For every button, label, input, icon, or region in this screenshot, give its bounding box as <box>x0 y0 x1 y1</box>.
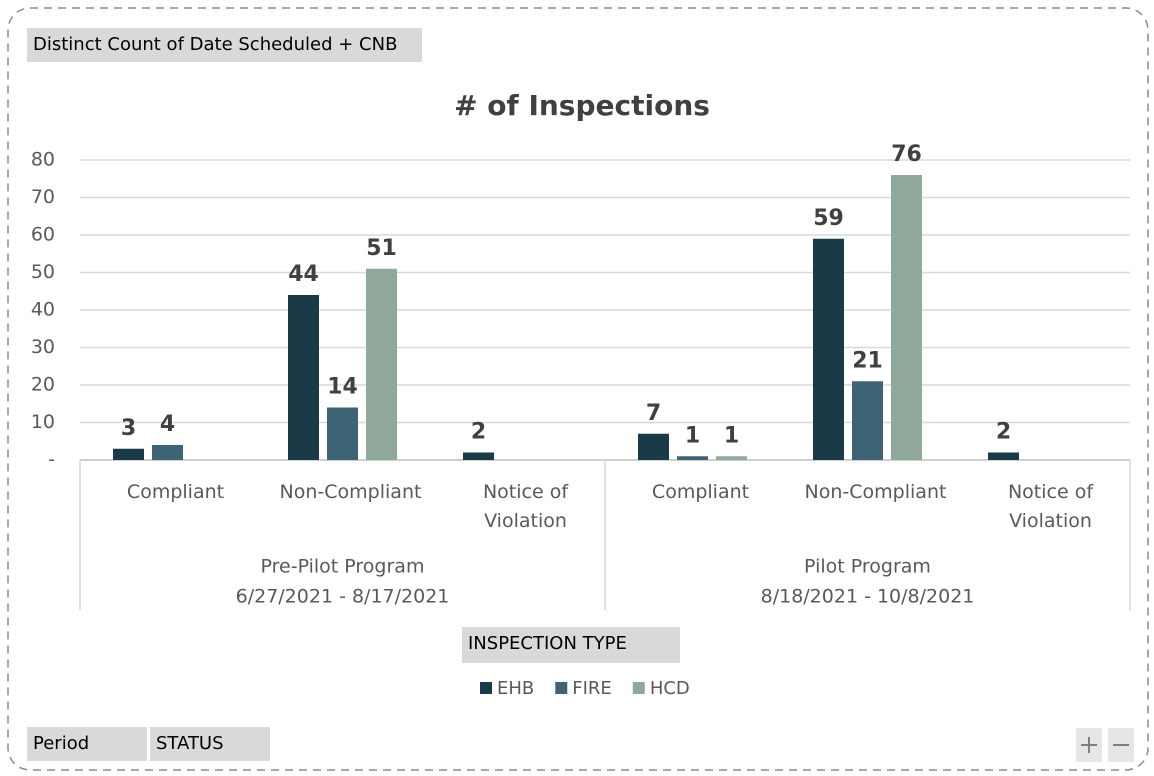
y-tick-label: 80 <box>31 149 55 171</box>
data-label: 51 <box>366 236 397 261</box>
bar <box>638 433 669 460</box>
y-tick-label: 50 <box>31 261 55 283</box>
y-tick-label: 30 <box>31 336 55 358</box>
bar <box>463 452 494 460</box>
bar <box>988 452 1019 460</box>
data-label: 59 <box>813 206 844 231</box>
bar <box>366 268 397 460</box>
axis-field-button[interactable]: STATUS <box>150 727 270 761</box>
group-range: 8/18/2021 - 10/8/2021 <box>761 586 975 608</box>
data-label: 7 <box>646 401 661 426</box>
data-label: 3 <box>121 416 136 441</box>
group-label: Pilot Program <box>804 556 931 578</box>
legend-label: FIRE <box>572 678 612 699</box>
x-tick-label: Non-Compliant <box>279 481 422 503</box>
data-label: 1 <box>724 423 739 448</box>
data-label: 2 <box>996 420 1011 445</box>
bar <box>327 407 358 460</box>
data-label: 1 <box>685 423 700 448</box>
data-label: 14 <box>327 375 358 400</box>
bar <box>677 456 708 460</box>
data-label: 2 <box>471 420 486 445</box>
bar <box>716 456 747 460</box>
y-tick-label: - <box>48 449 55 471</box>
legend-swatch <box>555 682 568 694</box>
plus-icon <box>1081 737 1097 753</box>
y-tick-label: 70 <box>31 186 55 208</box>
y-tick-label: 60 <box>31 224 55 246</box>
value-field-button[interactable]: Distinct Count of Date Scheduled + CNB <box>27 28 422 62</box>
legend-field-button[interactable]: INSPECTION TYPE <box>462 627 680 663</box>
y-tick-label: 10 <box>31 411 55 433</box>
data-label: 4 <box>160 412 175 437</box>
legend-label: EHB <box>497 678 534 699</box>
x-tick-label: Notice of Violation <box>482 481 569 532</box>
bar <box>813 238 844 460</box>
bar <box>113 448 144 460</box>
bar <box>852 381 883 460</box>
x-tick-label: Notice of Violation <box>1007 481 1094 532</box>
bar <box>891 175 922 460</box>
data-label: 21 <box>852 348 883 373</box>
x-tick-label: Non-Compliant <box>804 481 947 503</box>
legend-label: HCD <box>650 678 690 699</box>
bar <box>288 295 319 460</box>
y-tick-label: 20 <box>31 374 55 396</box>
group-label: Pre-Pilot Program <box>261 556 425 578</box>
x-tick-label: Compliant <box>126 481 225 503</box>
chart-border <box>7 7 1149 771</box>
x-tick-label: Compliant <box>651 481 750 503</box>
legend-swatch <box>480 682 492 694</box>
y-tick-label: 40 <box>31 299 55 321</box>
legend-swatch <box>632 682 645 694</box>
data-label: 76 <box>891 142 922 167</box>
group-range: 6/27/2021 - 8/17/2021 <box>236 586 450 608</box>
axis-field-button[interactable]: Period <box>27 727 147 761</box>
data-label: 44 <box>288 262 319 287</box>
chart-title: # of Inspections <box>454 89 710 122</box>
bar <box>152 445 183 460</box>
